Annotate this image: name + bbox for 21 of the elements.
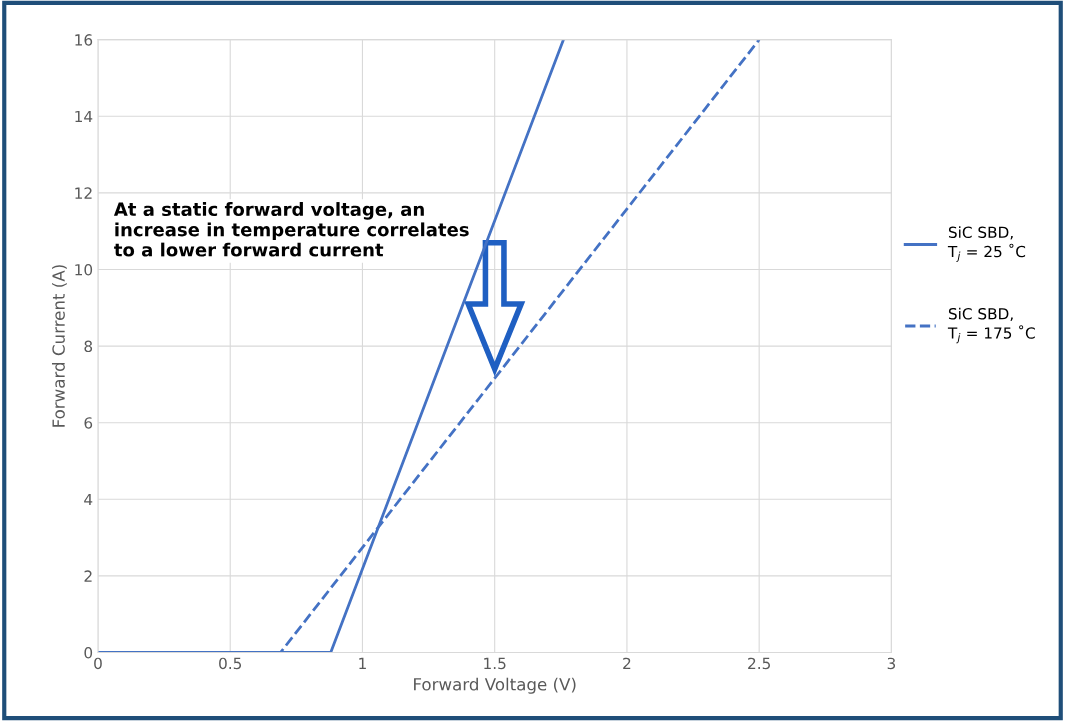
- x-tick-label: 2.5: [748, 657, 770, 670]
- y-tick-label: 6: [84, 417, 93, 429]
- x-tick-label: 0: [94, 657, 102, 670]
- x-tick-label: 0.5: [219, 657, 242, 670]
- y-tick-label: 8: [84, 340, 93, 353]
- y-tick-label: 0: [84, 646, 93, 659]
- y-tick-label: 12: [75, 187, 92, 199]
- x-axis-title: Forward Voltage (V): [414, 677, 576, 694]
- y-tick-label: 2: [84, 570, 92, 582]
- y-axis-title: Forward Current (A): [51, 265, 67, 427]
- x-tick-label: 3: [887, 657, 896, 670]
- y-tick-label: 14: [75, 110, 93, 123]
- y-tick-label: 10: [75, 263, 93, 276]
- annotation: At a static forward voltage, an increase in temperature correlates to a lower forward current: [113, 202, 469, 257]
- legend-label: SiC SBD, T$_{j}$ = 175 ˚C: [947, 307, 1035, 344]
- x-tick-label: 2: [623, 657, 631, 669]
- y-tick-label: 16: [75, 34, 93, 46]
- x-tick-label: 1: [359, 657, 366, 669]
- y-tick-label: 4: [84, 493, 93, 506]
- x-tick-label: 1.5: [484, 657, 506, 670]
- legend-label: SiC SBD, T$_{j}$ = 25 ˚C: [947, 226, 1026, 262]
